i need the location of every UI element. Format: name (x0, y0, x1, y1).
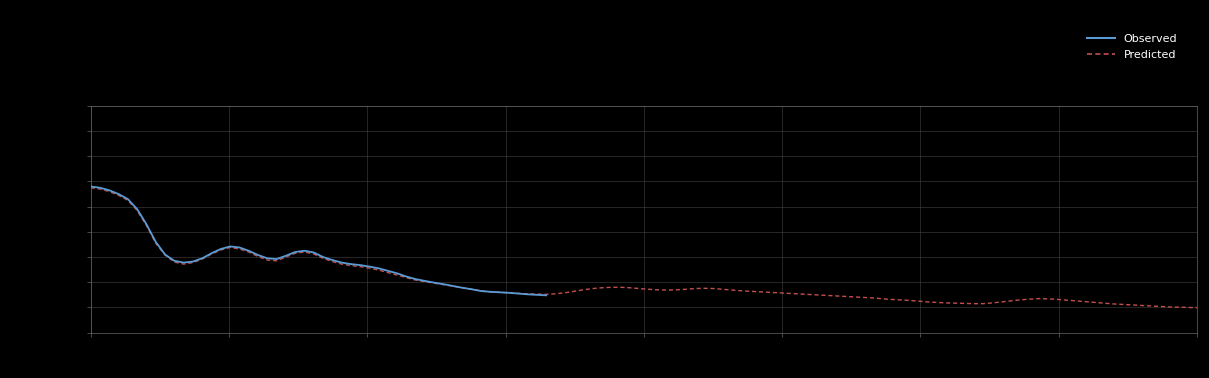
Legend: Observed, Predicted: Observed, Predicted (1084, 32, 1179, 62)
